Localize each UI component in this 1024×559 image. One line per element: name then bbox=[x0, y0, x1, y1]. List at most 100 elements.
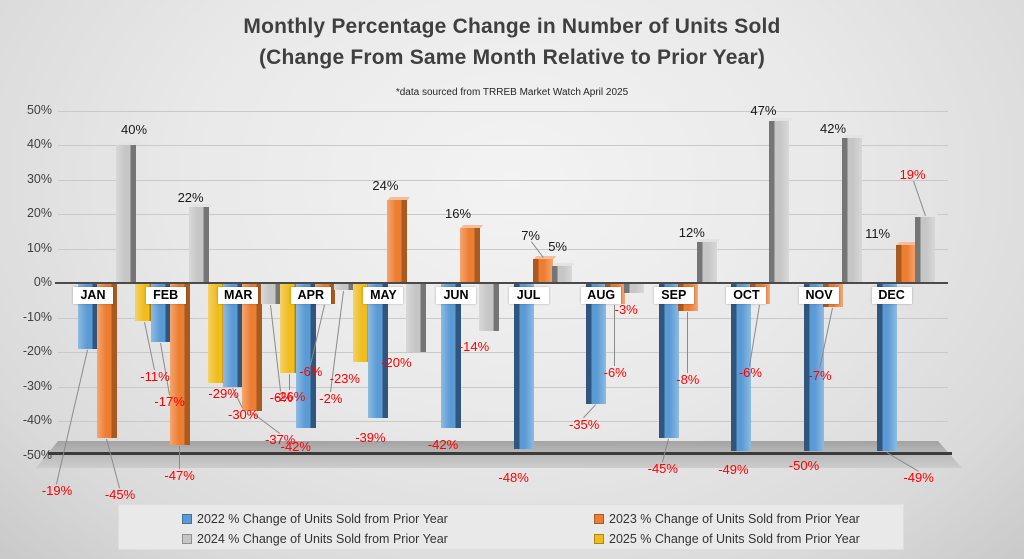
bar-value-label: -14% bbox=[458, 339, 490, 355]
bar-MAR-2025 bbox=[280, 284, 301, 373]
bar-value-label: 7% bbox=[521, 227, 540, 243]
bar-value-label: -17% bbox=[154, 393, 185, 409]
bar-top-face bbox=[460, 224, 484, 228]
bar-value-label: 19% bbox=[899, 167, 926, 183]
bar-JUN-2023 bbox=[460, 224, 484, 282]
bar-NOV-2022 bbox=[804, 284, 824, 451]
bar-value-label: -19% bbox=[41, 482, 73, 498]
bar-value-label: -11% bbox=[140, 368, 170, 384]
bar-top-face bbox=[116, 142, 140, 145]
bar-value-label: -8% bbox=[676, 371, 700, 387]
month-label-JAN: JAN bbox=[73, 287, 113, 304]
bar-value-label: -35% bbox=[569, 416, 600, 432]
gridline bbox=[58, 421, 948, 422]
bar-value-label: -6% bbox=[603, 364, 627, 380]
leader-line bbox=[686, 311, 688, 373]
gridline bbox=[58, 248, 948, 250]
bar-value-label: -29% bbox=[208, 386, 239, 402]
legend-swatch-2024 bbox=[182, 534, 192, 544]
bar-value-label: -42% bbox=[427, 436, 459, 452]
legend: 2022 % Change of Units Sold from Prior Y… bbox=[118, 504, 904, 550]
bar-DEC-2024 bbox=[914, 214, 938, 282]
bar-top-face bbox=[533, 255, 556, 259]
bar-value-label: -2% bbox=[319, 390, 343, 406]
legend-item-2025: 2025 % Change of Units Sold from Prior Y… bbox=[594, 532, 860, 546]
bar-value-label: -45% bbox=[104, 487, 136, 503]
y-axis-tick-label: -30% bbox=[22, 378, 52, 393]
bar-value-label: -26% bbox=[275, 388, 306, 404]
bar-JUN-2022 bbox=[441, 284, 461, 428]
bar-top-face bbox=[552, 262, 575, 266]
bar-value-label: -49% bbox=[718, 462, 749, 477]
bar-OCT-2022 bbox=[731, 284, 752, 451]
bar-MAR-2023 bbox=[242, 284, 263, 411]
month-label-JUL: JUL bbox=[508, 287, 549, 304]
y-axis-tick-label: 10% bbox=[26, 240, 52, 255]
bar-value-label: 16% bbox=[444, 205, 472, 221]
zero-axis-line bbox=[55, 282, 948, 284]
bar-APR-2022 bbox=[295, 284, 316, 428]
month-label-AUG: AUG bbox=[581, 287, 622, 304]
legend-swatch-2025 bbox=[594, 534, 604, 544]
legend-swatch-2023 bbox=[594, 514, 604, 524]
gridline bbox=[58, 317, 948, 319]
bar-NOV-2024 bbox=[842, 135, 866, 282]
month-label-MAR: MAR bbox=[218, 287, 259, 304]
month-label-JUN: JUN bbox=[436, 287, 476, 304]
bar-value-label: -42% bbox=[280, 438, 311, 454]
leader-line bbox=[583, 404, 597, 418]
legend-label-2024: 2024 % Change of Units Sold from Prior Y… bbox=[197, 532, 448, 546]
bar-value-label: -30% bbox=[228, 406, 259, 422]
bar-value-label: 22% bbox=[177, 190, 204, 206]
bar-MAR-2024 bbox=[261, 284, 282, 304]
bar-JAN-2024 bbox=[116, 142, 140, 282]
legend-swatch-2022 bbox=[182, 514, 192, 524]
bar-MAY-2024 bbox=[406, 284, 427, 352]
leader-line bbox=[912, 181, 926, 217]
bar-SEP-2024 bbox=[696, 238, 721, 282]
bar-value-label: 40% bbox=[120, 122, 148, 137]
bar-MAY-2022 bbox=[368, 284, 389, 418]
bar-SEP-2022 bbox=[658, 284, 679, 439]
bar-JAN-2023 bbox=[97, 284, 117, 439]
bar-value-label: 11% bbox=[865, 226, 891, 242]
bar-JUN-2024 bbox=[479, 284, 499, 332]
month-label-APR: APR bbox=[290, 287, 331, 304]
bar-JUL-2022 bbox=[513, 284, 534, 449]
chart-subtitle: *data sourced from TRREB Market Watch Ap… bbox=[395, 87, 629, 98]
y-axis-tick-label: -40% bbox=[22, 413, 52, 427]
bar-value-label: -7% bbox=[808, 368, 832, 384]
month-label-SEP: SEP bbox=[653, 287, 694, 304]
bar-value-label: -49% bbox=[903, 470, 934, 485]
bar-APR-2024 bbox=[333, 284, 354, 290]
bar-DEC-2022 bbox=[876, 284, 897, 451]
month-label-NOV: NOV bbox=[799, 287, 839, 304]
gridline bbox=[58, 179, 948, 181]
legend-label-2025: 2025 % Change of Units Sold from Prior Y… bbox=[609, 532, 860, 546]
bar-FEB-2025 bbox=[207, 284, 228, 384]
bar-JUL-2023 bbox=[532, 255, 556, 282]
bar-value-label: 5% bbox=[548, 238, 567, 254]
bar-OCT-2024 bbox=[769, 117, 793, 282]
y-axis-tick-label: -50% bbox=[22, 447, 52, 462]
chart-title-line2: (Change From Same Month Relative to Prio… bbox=[258, 46, 766, 69]
y-axis-tick-label: -20% bbox=[22, 344, 52, 358]
bar-FEB-2023 bbox=[169, 284, 190, 446]
legend-item-2024: 2024 % Change of Units Sold from Prior Y… bbox=[182, 532, 448, 546]
legend-label-2022: 2022 % Change of Units Sold from Prior Y… bbox=[197, 512, 448, 526]
bar-DEC-2023 bbox=[895, 242, 919, 282]
legend-item-2022: 2022 % Change of Units Sold from Prior Y… bbox=[182, 512, 448, 526]
bar-value-label: -20% bbox=[381, 355, 412, 370]
bar-value-label: -39% bbox=[355, 429, 386, 445]
bar-value-label: -47% bbox=[164, 468, 195, 484]
y-axis-tick-label: 40% bbox=[26, 137, 52, 151]
month-label-MAY: MAY bbox=[363, 287, 404, 304]
bar-FEB-2024 bbox=[188, 204, 212, 282]
y-axis-tick-label: 0% bbox=[33, 275, 52, 289]
bar-value-label: -6% bbox=[738, 364, 762, 380]
y-axis-tick-label: 30% bbox=[26, 171, 52, 186]
bar-value-label: 42% bbox=[819, 121, 847, 137]
month-label-FEB: FEB bbox=[145, 287, 186, 304]
bar-value-label: 47% bbox=[750, 102, 777, 118]
